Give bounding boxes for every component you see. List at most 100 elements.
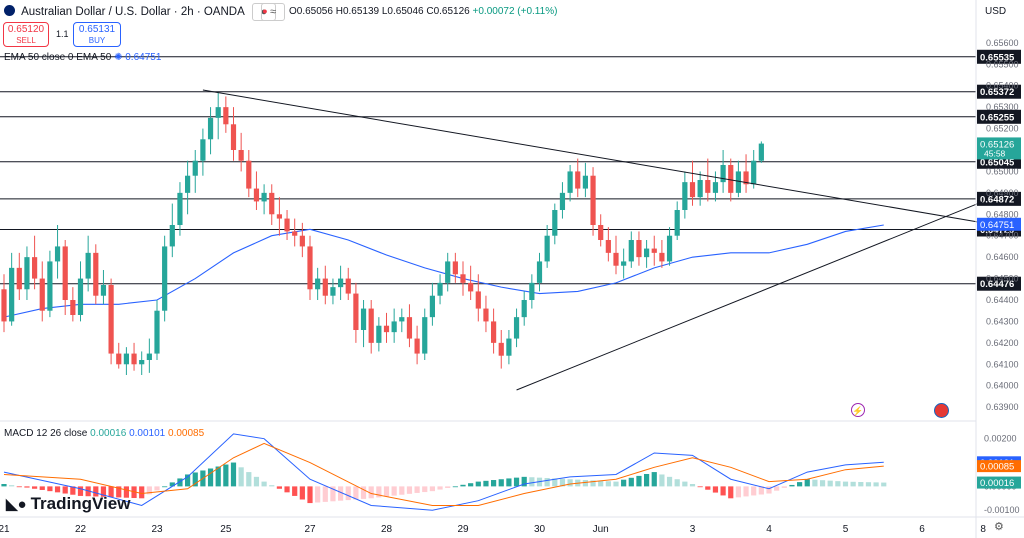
candle-body[interactable] — [9, 267, 15, 322]
candle-body[interactable] — [544, 235, 550, 262]
candle-body[interactable] — [32, 257, 38, 279]
candle-body[interactable] — [468, 282, 474, 292]
candle-body[interactable] — [651, 248, 657, 253]
candle-body[interactable] — [162, 246, 168, 311]
candle-body[interactable] — [751, 160, 757, 185]
candle-body[interactable] — [445, 261, 451, 283]
candle-body[interactable] — [605, 240, 611, 253]
candle-body[interactable] — [47, 261, 53, 311]
sell-button[interactable]: 0.65120 SELL — [3, 22, 49, 47]
candle-body[interactable] — [613, 252, 619, 266]
candle-body[interactable] — [598, 225, 604, 240]
candle-body[interactable] — [674, 210, 680, 236]
ema-settings-icon[interactable]: ✺ — [114, 52, 123, 63]
candle-body[interactable] — [353, 293, 359, 330]
candle-body[interactable] — [253, 188, 260, 202]
candle-body[interactable] — [246, 160, 252, 189]
candle-body[interactable] — [460, 274, 466, 283]
candle-body[interactable] — [636, 240, 642, 258]
symbol-title[interactable]: Australian Dollar / U.S. Dollar · 2h · O… — [21, 6, 245, 18]
ema-legend[interactable]: EMA 50 close 0 EMA 50 ✺ 0.64751 — [4, 52, 161, 63]
candle-body[interactable] — [697, 180, 703, 198]
candle-body[interactable] — [552, 210, 558, 236]
candle-body[interactable] — [238, 150, 244, 161]
us-flag-icon[interactable] — [934, 403, 949, 418]
candle-body[interactable] — [429, 295, 435, 318]
candle-body[interactable] — [185, 175, 191, 193]
candle-body[interactable] — [54, 246, 61, 262]
candle-body[interactable] — [575, 171, 581, 189]
candle-body[interactable] — [628, 240, 634, 262]
candle-body[interactable] — [506, 338, 512, 356]
candle-body[interactable] — [230, 124, 237, 150]
candle-body[interactable] — [621, 261, 627, 266]
candle-body[interactable] — [452, 261, 458, 275]
candle-body[interactable] — [360, 308, 367, 330]
candle-body[interactable] — [705, 180, 711, 193]
candle-body[interactable] — [192, 160, 198, 176]
candle-body[interactable] — [276, 214, 282, 219]
candle-body[interactable] — [345, 278, 351, 294]
time-axis[interactable]: 21 22 23 25 27 28 29 30 Jun 3 4 5 6 8 — [0, 524, 986, 535]
candle-body[interactable] — [406, 317, 413, 339]
candle-body[interactable] — [728, 165, 734, 193]
candle-body[interactable] — [116, 353, 122, 365]
candle-body[interactable] — [292, 231, 298, 236]
candle-body[interactable] — [100, 285, 107, 296]
candle-body[interactable] — [261, 192, 267, 202]
candle-body[interactable] — [682, 182, 688, 210]
candle-body[interactable] — [735, 171, 741, 193]
candle-body[interactable] — [483, 308, 489, 322]
candle-body[interactable] — [131, 353, 137, 365]
candle-body[interactable] — [491, 321, 497, 343]
candle-body[interactable] — [437, 282, 443, 296]
tradingview-logo[interactable]: ◣● TradingView — [6, 494, 130, 514]
candle-body[interactable] — [322, 278, 328, 296]
candle-body[interactable] — [391, 321, 397, 333]
candle-body[interactable] — [123, 353, 129, 365]
candle-body[interactable] — [70, 300, 76, 315]
candle-body[interactable] — [24, 257, 30, 290]
candle-body[interactable] — [567, 171, 573, 193]
candle-body[interactable] — [139, 360, 145, 365]
candle-body[interactable] — [758, 143, 764, 161]
candle-body[interactable] — [207, 117, 214, 140]
price-axis[interactable]: 0.65600 0.65500 0.65400 0.65300 0.65200 0.651… — [975, 0, 1021, 538]
candle-body[interactable] — [529, 282, 535, 300]
candle-body[interactable] — [559, 192, 566, 210]
candle-body[interactable] — [498, 342, 504, 356]
candle-body[interactable] — [269, 192, 275, 215]
candle-body[interactable] — [582, 175, 588, 189]
candle-body[interactable] — [200, 139, 206, 161]
candle-body[interactable] — [307, 246, 313, 290]
candle-body[interactable] — [422, 317, 428, 354]
candle-body[interactable] — [712, 182, 719, 193]
candle-body[interactable] — [536, 261, 543, 283]
candle-body[interactable] — [513, 317, 520, 339]
candle-body[interactable] — [720, 165, 726, 183]
candle-body[interactable] — [590, 175, 596, 225]
candle-body[interactable] — [1, 289, 7, 322]
candle-body[interactable] — [108, 285, 114, 354]
candle-body[interactable] — [177, 192, 183, 225]
candle-body[interactable] — [223, 107, 229, 125]
candle-body[interactable] — [399, 317, 405, 322]
candle-body[interactable] — [330, 287, 336, 296]
candle-body[interactable] — [93, 252, 99, 296]
candle-body[interactable] — [16, 267, 22, 290]
candle-body[interactable] — [85, 252, 91, 279]
candle-body[interactable] — [315, 278, 321, 290]
gear-icon[interactable]: ⚙ — [994, 521, 1004, 533]
macd-legend[interactable]: MACD 12 26 close 0.00016 0.00101 0.00085 — [4, 428, 204, 439]
wave-icon[interactable]: ≈ — [261, 3, 285, 21]
candle-body[interactable] — [368, 308, 374, 343]
candle-body[interactable] — [666, 235, 673, 262]
candle-body[interactable] — [77, 278, 84, 315]
candle-body[interactable] — [644, 248, 650, 258]
trendline[interactable] — [202, 89, 984, 224]
candle-body[interactable] — [62, 246, 68, 300]
candle-body[interactable] — [215, 107, 221, 118]
candle-body[interactable] — [338, 278, 344, 288]
candle-body[interactable] — [169, 225, 175, 247]
